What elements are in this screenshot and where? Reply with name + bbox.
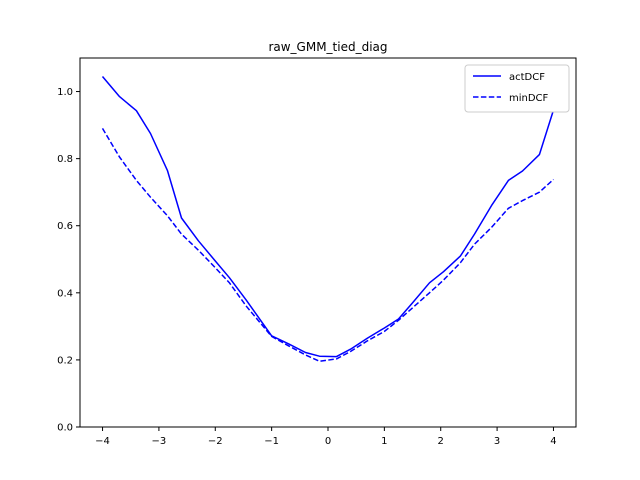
y-tick-label: 1.0 — [57, 87, 73, 98]
legend-label-actdcf: actDCF — [509, 72, 545, 83]
y-tick-label: 0.2 — [57, 355, 73, 366]
y-axis: 0.0 0.2 0.4 0.6 0.8 1.0 — [57, 87, 80, 434]
x-tick-label: −4 — [95, 436, 110, 447]
legend: actDCF minDCF — [464, 64, 570, 113]
plot-area: −4 −3 −2 −1 0 1 2 3 4 0.0 0.2 0.4 0.6 0.8 1.0 — [57, 57, 577, 447]
y-tick-label: 0.8 — [57, 154, 73, 165]
x-tick-label: −2 — [208, 436, 223, 447]
x-tick-label: 3 — [494, 436, 500, 447]
legend-label-mindcf: minDCF — [509, 93, 549, 104]
x-axis: −4 −3 −2 −1 0 1 2 3 4 — [95, 427, 557, 447]
x-tick-label: 1 — [381, 436, 387, 447]
x-tick-label: −1 — [264, 436, 279, 447]
y-tick-label: 0.0 — [57, 423, 73, 434]
x-tick-label: −3 — [152, 436, 167, 447]
series-line-actdcf — [101, 76, 555, 358]
series-layer — [101, 76, 555, 363]
chart-title: raw_GMM_tied_diag — [268, 40, 387, 54]
x-tick-label: 4 — [550, 436, 556, 447]
x-tick-label: 0 — [325, 436, 331, 447]
y-tick-label: 0.6 — [57, 221, 73, 232]
y-tick-label: 0.4 — [57, 288, 73, 299]
x-tick-label: 2 — [438, 436, 444, 447]
series-line-mindcf — [101, 128, 555, 363]
